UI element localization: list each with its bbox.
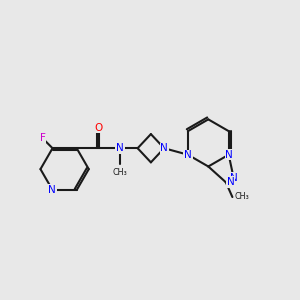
Text: N: N [184, 150, 192, 160]
Text: N: N [227, 177, 235, 187]
Text: F: F [40, 133, 46, 143]
Text: CH₃: CH₃ [235, 192, 250, 201]
Text: N: N [230, 173, 238, 183]
Text: N: N [48, 185, 56, 195]
Text: N: N [225, 150, 233, 160]
Text: N: N [160, 143, 168, 153]
Text: O: O [94, 123, 103, 133]
Text: N: N [116, 143, 124, 153]
Text: CH₃: CH₃ [112, 168, 127, 177]
